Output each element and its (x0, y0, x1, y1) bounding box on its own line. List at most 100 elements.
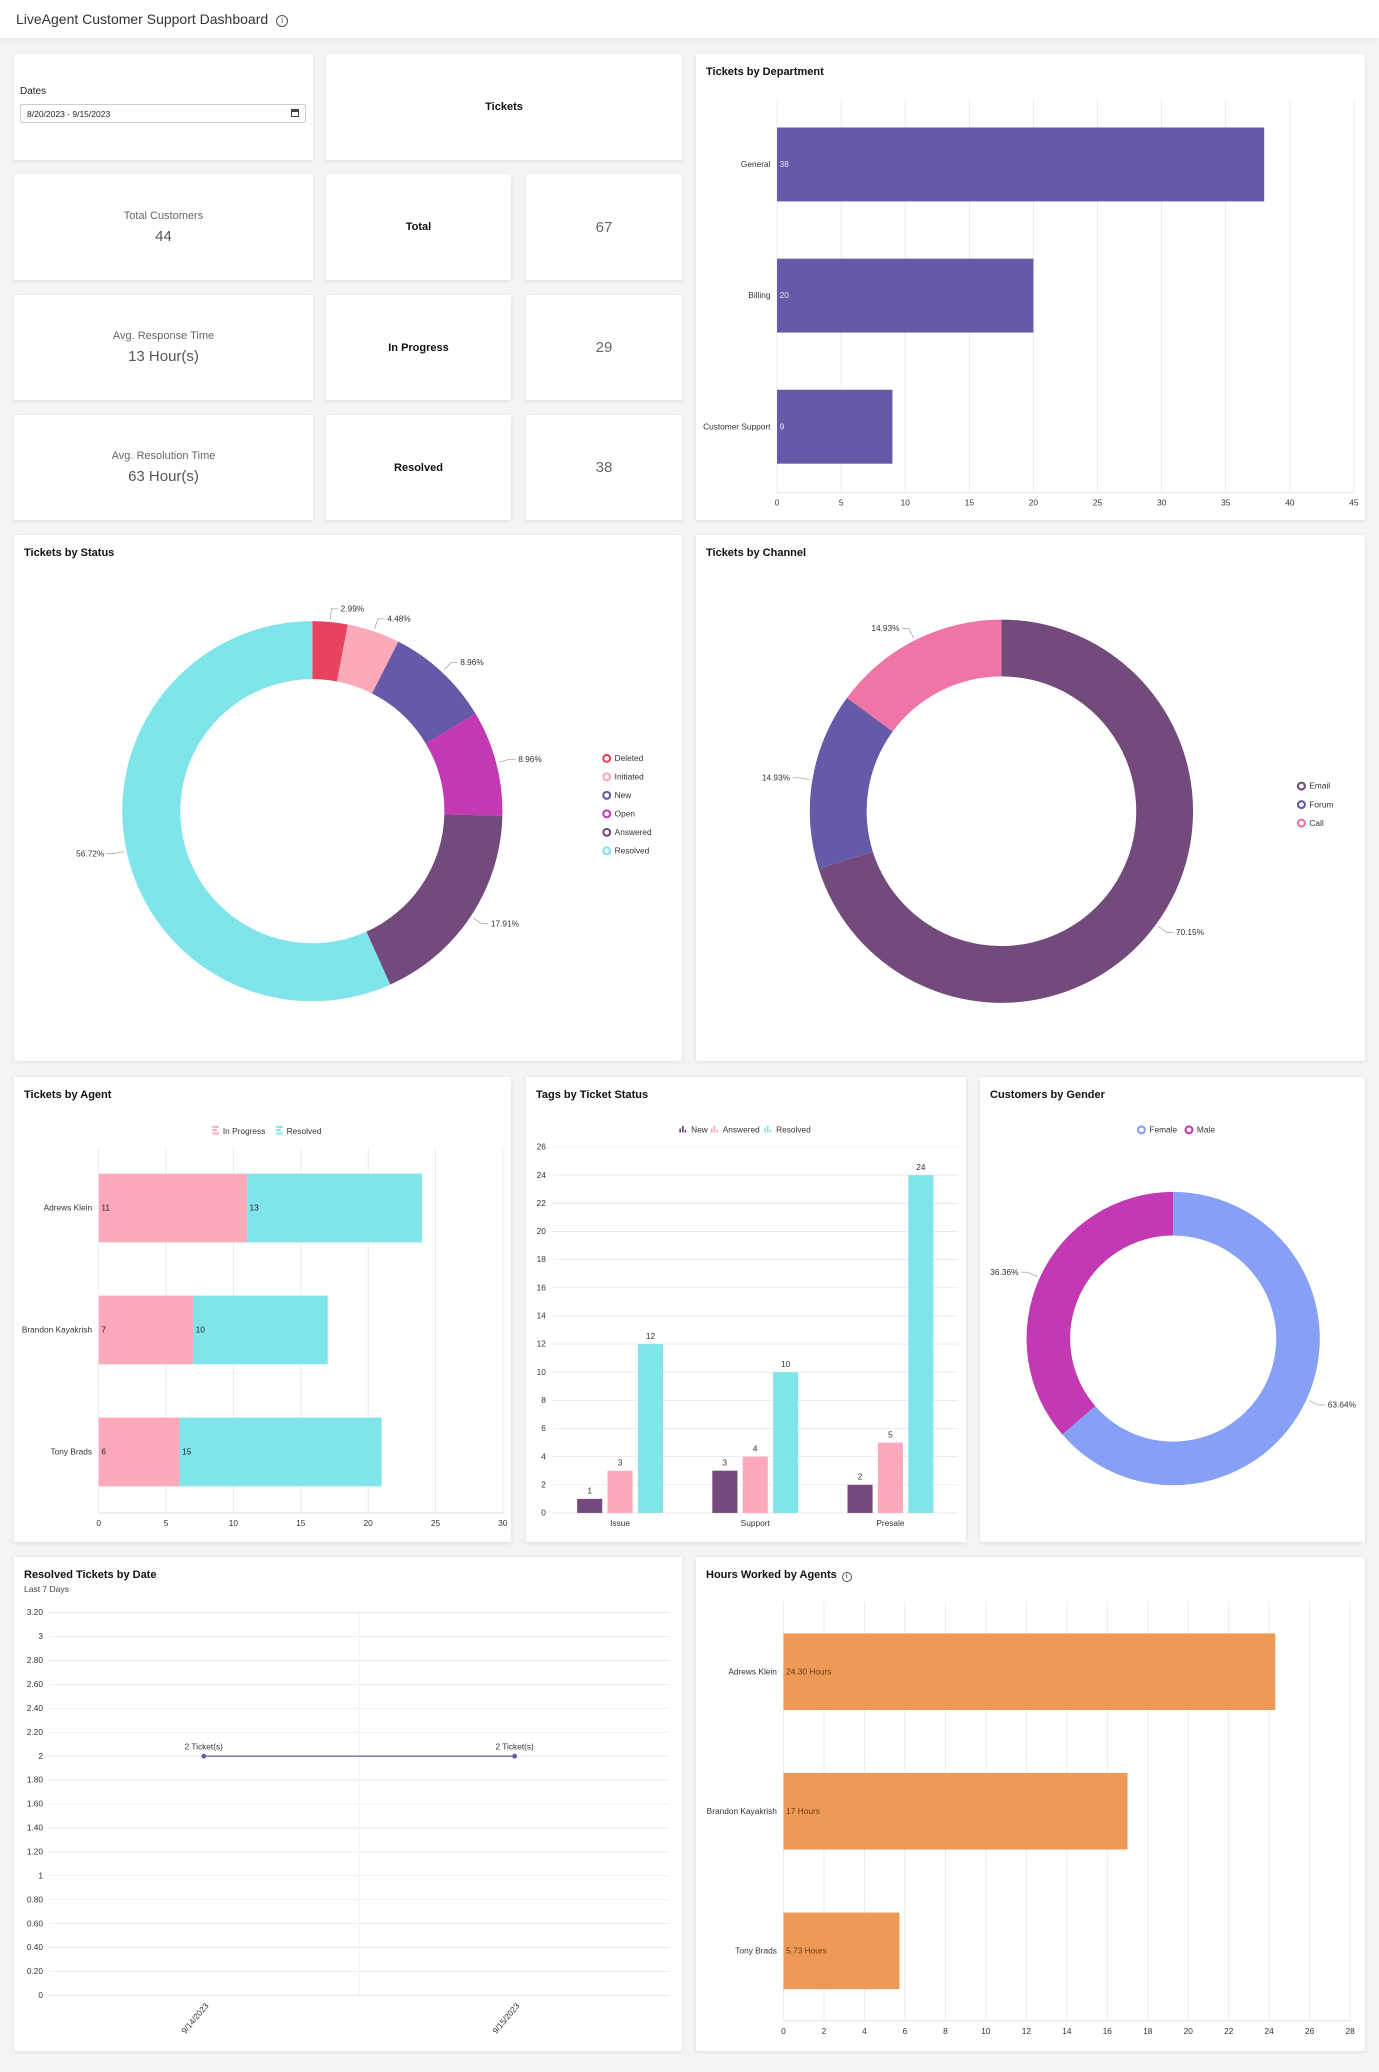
y-tick-label: 22 (537, 1198, 547, 1208)
legend-label: Answered (615, 827, 652, 837)
y-tick-label: 2 (541, 1479, 546, 1489)
x-tick-label: 30 (1157, 497, 1167, 507)
donut-slice (312, 621, 348, 682)
bar-value-label: 13 (250, 1203, 260, 1213)
bar (908, 1175, 934, 1513)
stat-value: 44 (155, 227, 172, 245)
category-label: Presale (876, 1518, 905, 1528)
bar (777, 389, 893, 464)
category-label: Adrews Klein (44, 1203, 93, 1213)
bar-value-label: 6 (101, 1447, 106, 1457)
legend-ring-icon (1136, 1125, 1146, 1135)
point-label: 2 Ticket(s) (185, 1742, 224, 1752)
legend-label: Call (1309, 818, 1323, 828)
leader-line (902, 628, 914, 639)
bar (98, 1417, 180, 1487)
bar-value-label: 5 (888, 1429, 893, 1439)
tickets-by-status-card: 2.99% 4.48% 8.96% 8.96% 17.91% 56.72% Deleted I… (14, 535, 682, 1061)
legend-bar-chart-icon (769, 1129, 772, 1133)
category-label: Support (741, 1518, 771, 1528)
slice-value-label: 56.72% (76, 848, 105, 858)
legend-bar-icon (212, 1129, 217, 1132)
donut-slice (846, 619, 1002, 732)
hours-worked-by-agents-card: 0 2 4 6 8 10 12 14 16 18 20 22 24 26 28 Adrews Klein 24.… (696, 1557, 1365, 2051)
x-tick-label: 10 (229, 1518, 239, 1528)
tickets-in-progress-value: 29 (595, 339, 613, 356)
legend-bar-chart-icon (681, 1125, 684, 1133)
bar (577, 1498, 603, 1513)
tickets-by-agent-chart: 0 5 10 15 20 25 30 Adrews Klein 11 13 Brandon Kaya… (22, 1126, 508, 1528)
legend-label: New (691, 1124, 709, 1134)
category-label: Adrews Klein (728, 1666, 777, 1676)
legend-bar-chart-icon (679, 1128, 682, 1133)
leader-line (374, 618, 385, 629)
y-tick-label: 18 (537, 1254, 547, 1264)
y-tick-label: 4 (541, 1451, 546, 1461)
tickets-by-channel-chart: 70.15% 14.93% 14.93% Email Forum Call (762, 619, 1333, 1003)
leader-line (330, 608, 339, 620)
y-tick-label: 26 (537, 1142, 547, 1152)
bar-value-label: 2 (858, 1472, 863, 1482)
category-label: Billing (748, 290, 771, 300)
y-tick-label: 0.40 (27, 1942, 44, 1952)
x-tick-label: 2 (822, 2026, 827, 2036)
info-icon[interactable]: i (276, 15, 289, 27)
legend-ring-icon (1184, 1125, 1194, 1135)
legend-label: Open (615, 808, 636, 818)
app-header: LiveAgent Customer Support Dashboard i (0, 0, 1379, 38)
y-tick-label: 6 (541, 1423, 546, 1433)
tickets-by-department-card: 0 5 10 15 20 25 30 35 40 45 General 38 Billing 20 Cust… (696, 54, 1365, 520)
legend-bar-chart-icon (764, 1128, 766, 1133)
date-filter-card: Dates 8/20/2023 - 9/15/2023 (14, 54, 313, 160)
x-tick-label: 14 (1062, 2026, 1072, 2036)
category-label: Issue (610, 1518, 630, 1528)
info-icon[interactable]: i (841, 1572, 852, 1582)
y-tick-label: 14 (537, 1311, 547, 1321)
x-tick-label: 40 (1285, 497, 1295, 507)
chart-title-text: Hours Worked by Agents (706, 1569, 837, 1581)
y-tick-label: 3 (38, 1631, 43, 1641)
legend-label: New (615, 790, 633, 800)
x-tick-label: 6 (903, 2026, 908, 2036)
x-tick-label: 5 (839, 497, 844, 507)
legend-bar-icon (212, 1132, 219, 1135)
bar-value-label: 24 (916, 1162, 926, 1172)
y-tick-label: 12 (537, 1339, 547, 1349)
tags-by-ticket-status-chart: 02468101214161820222426Issue1312Support3… (537, 1124, 959, 1528)
x-tick-label: 25 (431, 1518, 441, 1528)
bar-value-label: 9 (780, 421, 785, 431)
bar-value-label: 10 (781, 1359, 791, 1369)
tickets-resolved-value-card: 38 (526, 415, 682, 520)
chart-title: Tickets by Department (706, 66, 824, 78)
leader-line (443, 662, 458, 671)
legend-label: Forum (1309, 799, 1333, 809)
bar (193, 1295, 328, 1365)
tickets-by-status-chart: 2.99% 4.48% 8.96% 8.96% 17.91% 56.72% Deleted I… (76, 603, 652, 1002)
date-range-value: 8/20/2023 - 9/15/2023 (27, 109, 111, 119)
calendar-icon[interactable] (291, 109, 299, 117)
legend-ring-icon (602, 809, 612, 819)
x-tick-label: 24 (1265, 2026, 1275, 2036)
tickets-by-agent-card: 0 5 10 15 20 25 30 Adrews Klein 11 13 Brandon Kaya… (14, 1077, 511, 1542)
date-range-input[interactable]: 8/20/2023 - 9/15/2023 (20, 104, 306, 123)
bar (783, 1772, 1128, 1850)
bar-value-label: 15 (182, 1447, 192, 1457)
x-tick-label: 35 (1221, 497, 1231, 507)
x-tick-label: 28 (1346, 2026, 1356, 2036)
chart-title: Tickets by Status (24, 547, 115, 559)
x-tick-label: 25 (1093, 497, 1103, 507)
tickets-by-department-chart: 0 5 10 15 20 25 30 35 40 45 General 38 Billing 20 Cust… (703, 98, 1359, 507)
y-tick-label: 1 (38, 1870, 43, 1880)
x-tick-label: 45 (1349, 497, 1359, 507)
x-tick-label: 30 (498, 1518, 508, 1528)
legend-label: Answered (723, 1124, 760, 1134)
tickets-in-progress-label-card: In Progress (326, 295, 511, 400)
bar (98, 1173, 247, 1243)
slice-value-label: 36.36% (990, 1267, 1019, 1277)
bar-value-label: 5.73 Hours (786, 1945, 827, 1955)
slice-value-label: 14.93% (762, 772, 791, 782)
y-tick-label: 0.60 (27, 1918, 44, 1928)
tags-by-ticket-status-card: 0 2 4 6 8 10 12 14 16 18 20 22 24 26 Issue 1 3 12 Support 3… (526, 1077, 966, 1542)
bar-value-label: 7 (101, 1325, 106, 1335)
bar-value-label: 38 (780, 159, 790, 169)
